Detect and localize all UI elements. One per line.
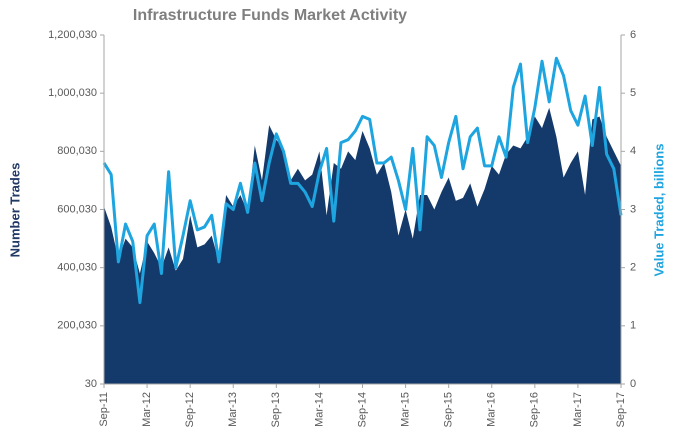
- x-tick-label: Sep-15: [443, 392, 455, 427]
- y2-tick-label: 1: [630, 320, 636, 332]
- y2-tick-label: 6: [630, 29, 636, 41]
- chart-title: Infrastructure Funds Market Activity: [133, 7, 407, 24]
- y-tick-label: 1,200,030: [48, 29, 97, 41]
- y-tick-label: 800,030: [57, 145, 97, 157]
- area: [104, 107, 621, 385]
- y-tick-label: 600,030: [57, 203, 97, 215]
- x-tick-label: Mar-15: [399, 392, 411, 427]
- x-tick-label: Mar-17: [572, 392, 584, 427]
- y-tick-label: 400,030: [57, 262, 97, 274]
- y-tick-label: 200,030: [57, 320, 97, 332]
- x-tick-label: Sep-13: [270, 392, 282, 427]
- x-tick-label: Sep-12: [184, 392, 196, 427]
- x-tick-label: Mar-12: [141, 392, 153, 427]
- y2-tick-label: 2: [630, 262, 636, 274]
- y2-tick-label: 0: [630, 378, 636, 390]
- x-tick-label: Sep-11: [98, 392, 110, 427]
- y2-tick-label: 4: [630, 145, 636, 157]
- y-tick-label: 1,000,030: [48, 87, 97, 99]
- x-tick-label: Sep-17: [615, 392, 627, 427]
- x-tick-label: Mar-14: [313, 392, 325, 427]
- x-tick-label: Sep-16: [529, 392, 541, 427]
- x-tick-label: Mar-16: [486, 392, 498, 427]
- line: [102, 56, 623, 305]
- y2-tick-label: 5: [630, 87, 636, 99]
- x-tick-label: Mar-13: [227, 392, 239, 427]
- y2-tick-label: 3: [630, 203, 636, 215]
- y-axis-label: Number Trades: [7, 163, 22, 258]
- y2-axis-label: Value Traded, billions: [651, 144, 666, 277]
- x-tick-label: Sep-14: [356, 392, 368, 427]
- y-tick-label: 30: [85, 378, 97, 390]
